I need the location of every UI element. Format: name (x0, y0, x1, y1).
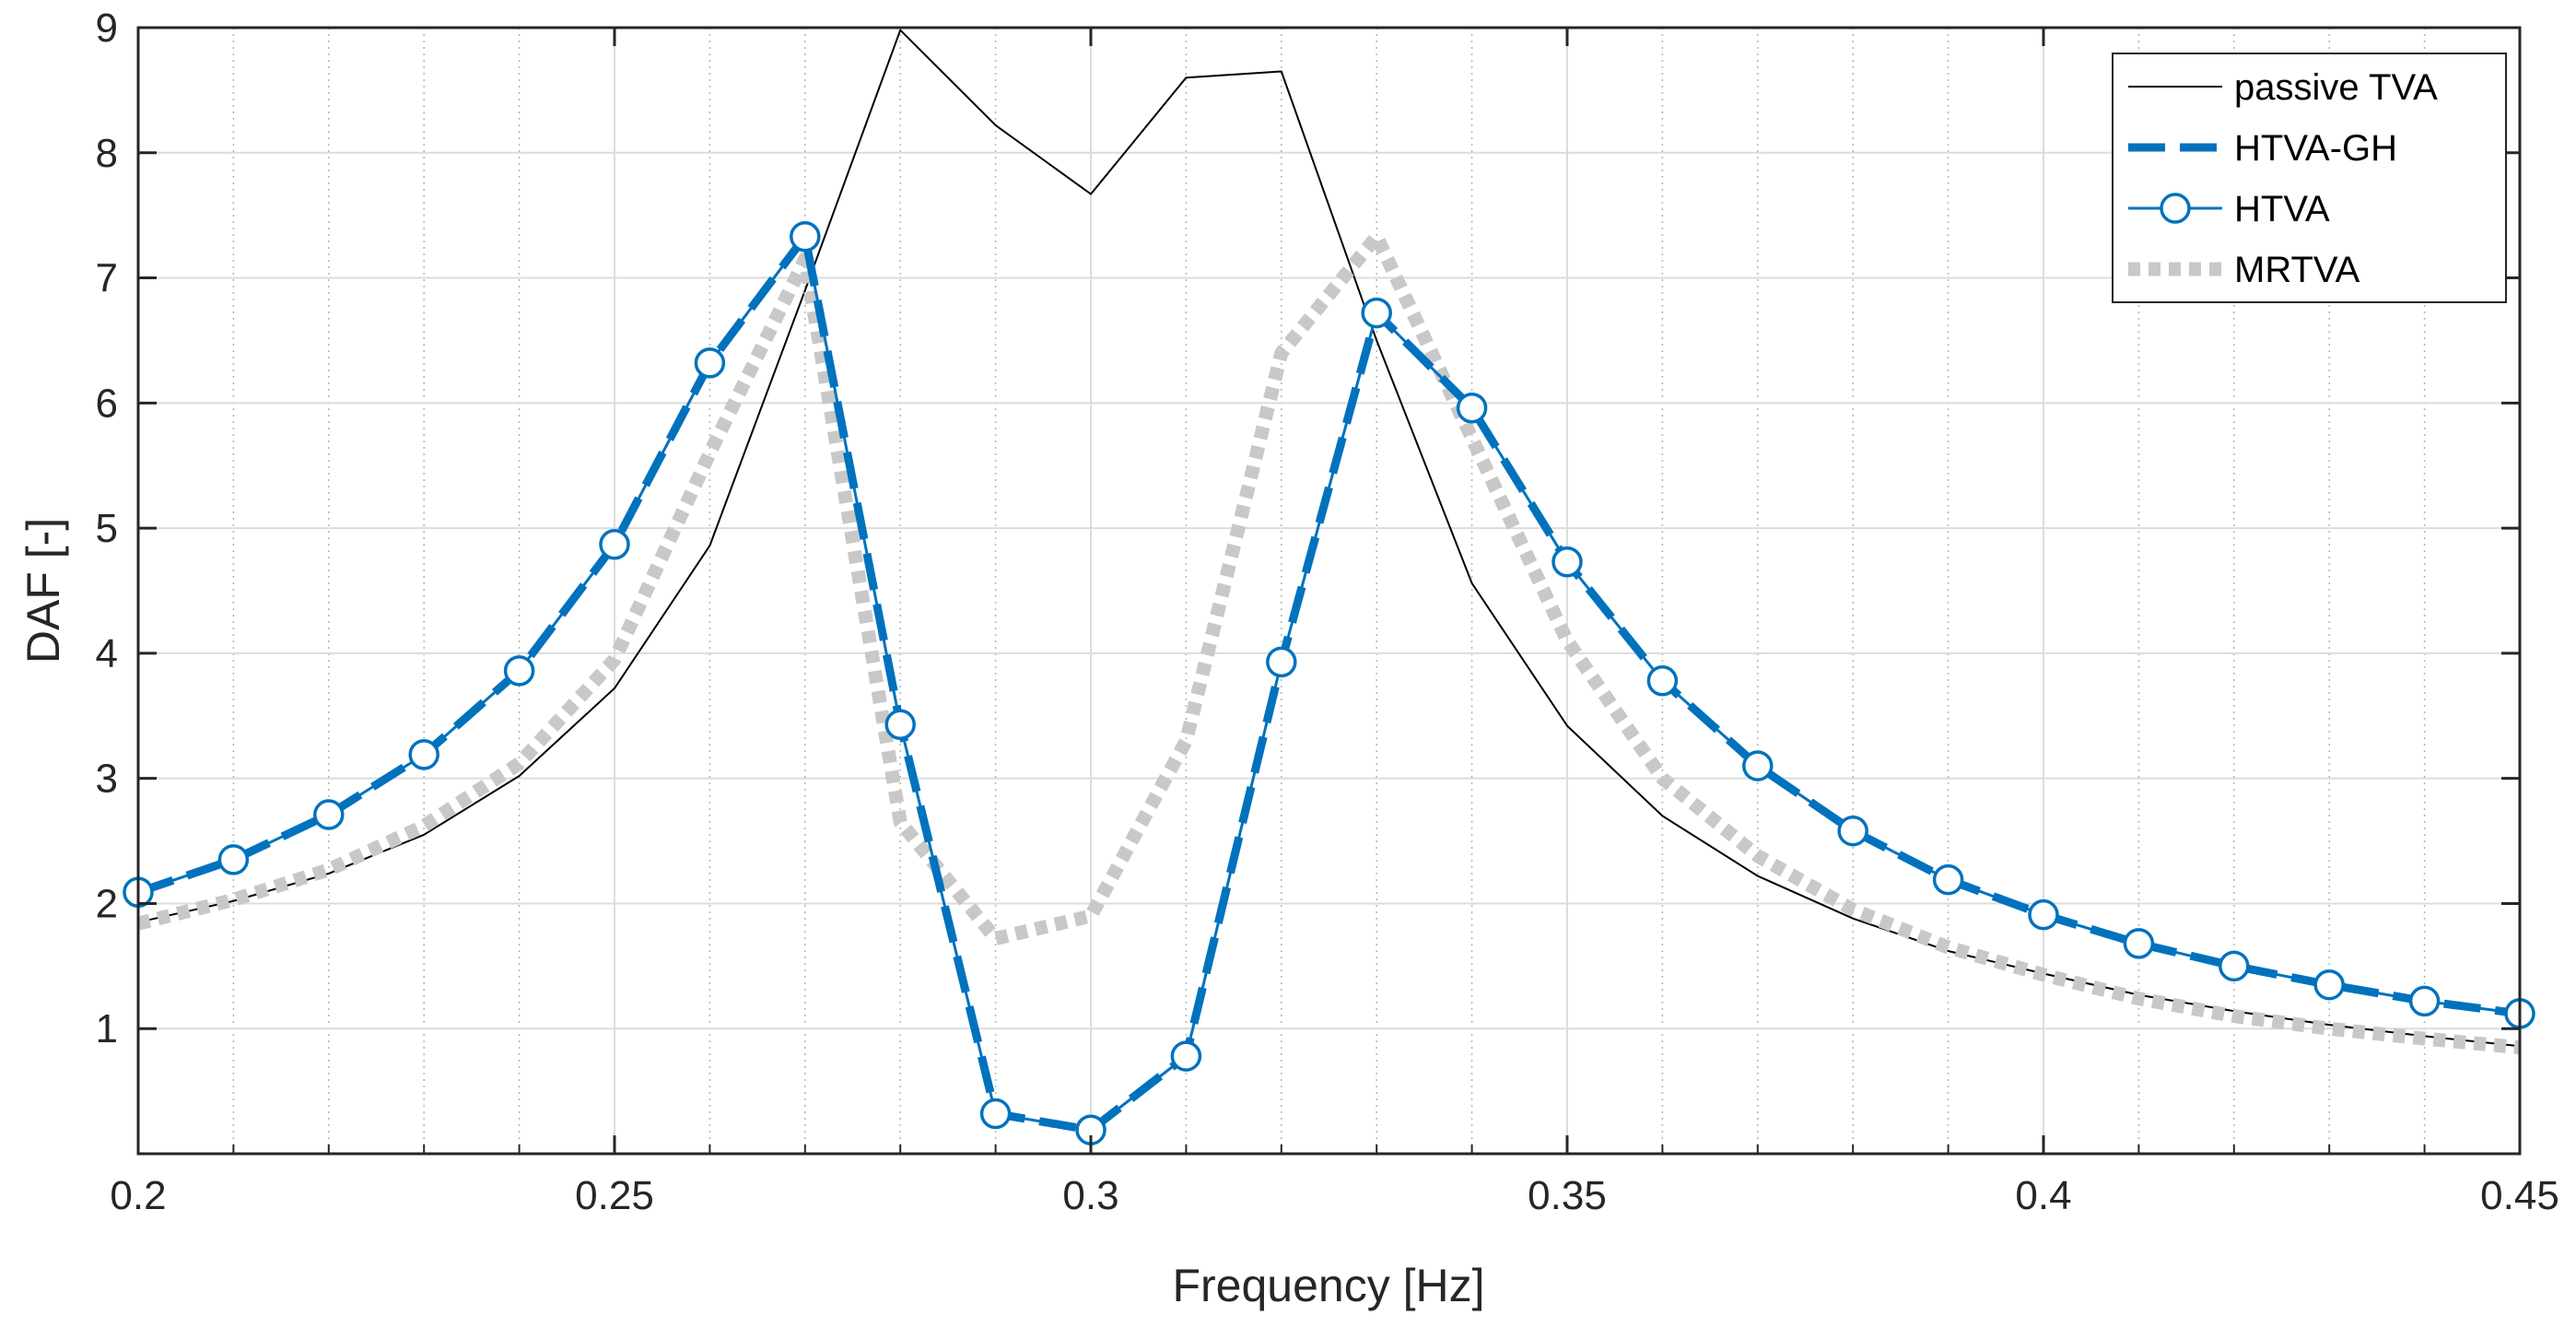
data-point (1170, 1040, 1202, 1072)
data-point (979, 1098, 1012, 1130)
x-axis-label: Frequency [Hz] (1172, 1260, 1484, 1311)
series-mrtva (136, 229, 2521, 1055)
y-axis-label: DAF [-] (18, 518, 69, 664)
data-point (599, 529, 630, 560)
y-tick-label: 9 (96, 6, 118, 51)
ticks (136, 26, 2522, 1154)
data-point (790, 220, 821, 252)
data-point (217, 844, 250, 875)
data-point (884, 709, 916, 741)
legend-marker (2160, 193, 2191, 224)
x-tick-label: 0.35 (1528, 1173, 1607, 1218)
series-line-htva (137, 235, 2521, 1132)
data-point (694, 347, 726, 379)
data-point (1837, 815, 1868, 847)
legend-label: MRTVA (2234, 250, 2360, 290)
legend-items: passive TVA HTVA-GH HTVA MRTVA (2128, 67, 2438, 290)
legend-label: passive TVA (2234, 67, 2438, 108)
legend-box (2112, 53, 2507, 303)
y-tick-label: 5 (96, 506, 118, 551)
y-tick-label: 2 (96, 881, 118, 926)
legend-item-htva-gh: HTVA-GH (2128, 128, 2397, 169)
y-tick-label: 1 (96, 1006, 118, 1051)
x-tick-label: 0.4 (2015, 1173, 2071, 1218)
y-tick-label: 4 (96, 631, 118, 676)
series-layer (123, 29, 2535, 1145)
y-tick-label: 3 (96, 757, 118, 802)
data-point (2028, 898, 2059, 931)
x-tick-label: 0.3 (1062, 1173, 1118, 1218)
plot-frame (136, 26, 2522, 1156)
data-point (1932, 863, 1964, 896)
legend-item-mrtva: MRTVA (2128, 250, 2360, 290)
data-point (2219, 950, 2250, 982)
y-tick-label: 6 (96, 381, 118, 426)
data-point (1456, 393, 1488, 424)
data-point (2123, 928, 2155, 959)
x-tick-label: 0.45 (2480, 1173, 2559, 1218)
legend-label: HTVA-GH (2234, 128, 2397, 169)
series-line-mrtva (136, 229, 2521, 1055)
legend: passive TVA HTVA-GH HTVA MRTVA (2112, 53, 2507, 303)
data-point (1361, 297, 1392, 329)
x-tick-label: 0.25 (575, 1173, 654, 1218)
legend-label: HTVA (2234, 189, 2330, 229)
data-point (1646, 665, 1679, 697)
data-point (313, 799, 345, 830)
data-point (2313, 969, 2345, 1001)
data-point (503, 655, 535, 687)
y-tick-label: 7 (96, 256, 118, 301)
data-point (408, 739, 439, 770)
tick-labels: 0.2 0.25 0.3 0.35 0.4 0.45 1 2 3 4 5 6 7 8 9 (96, 6, 2559, 1218)
y-tick-label: 8 (96, 131, 118, 176)
x-tick-label: 0.2 (110, 1173, 166, 1218)
data-point (1266, 646, 1297, 678)
series-htva (123, 220, 2535, 1145)
data-point (1742, 750, 1774, 781)
legend-item-htva: HTVA (2128, 189, 2330, 229)
legend-item-passive-tva: passive TVA (2128, 67, 2438, 108)
data-point (2408, 985, 2441, 1017)
data-point (1551, 546, 1583, 578)
